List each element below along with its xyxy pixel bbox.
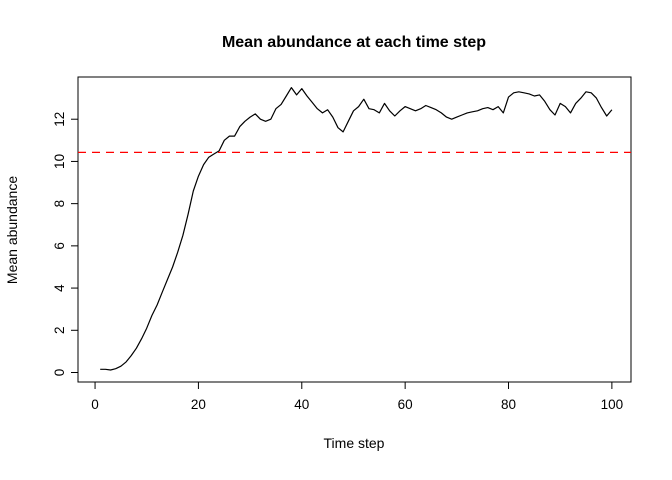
plot-box	[77, 76, 632, 383]
series-line	[100, 86, 613, 371]
y-axis-label: Mean abundance	[4, 176, 20, 284]
x-tick-label: 60	[398, 397, 413, 412]
plot-area: 0 20 40 60 80 100 0 2 4 6 8 10 12	[52, 76, 632, 412]
y-tick-label: 0	[52, 369, 67, 377]
y-tick-label: 12	[52, 112, 67, 127]
x-tick-label: 20	[191, 397, 206, 412]
x-tick-label: 80	[501, 397, 516, 412]
x-tick-label: 100	[601, 397, 624, 412]
chart-title: Mean abundance at each time step	[222, 34, 486, 51]
y-tick-label: 2	[52, 327, 67, 335]
x-tick-label: 40	[294, 397, 309, 412]
y-tick-label: 10	[52, 154, 67, 169]
x-axis-label: Time step	[324, 435, 385, 451]
y-tick-label: 8	[52, 200, 67, 208]
y-tick-label: 6	[52, 242, 67, 250]
y-tick-label: 4	[52, 284, 67, 292]
x-tick-label: 0	[91, 397, 99, 412]
